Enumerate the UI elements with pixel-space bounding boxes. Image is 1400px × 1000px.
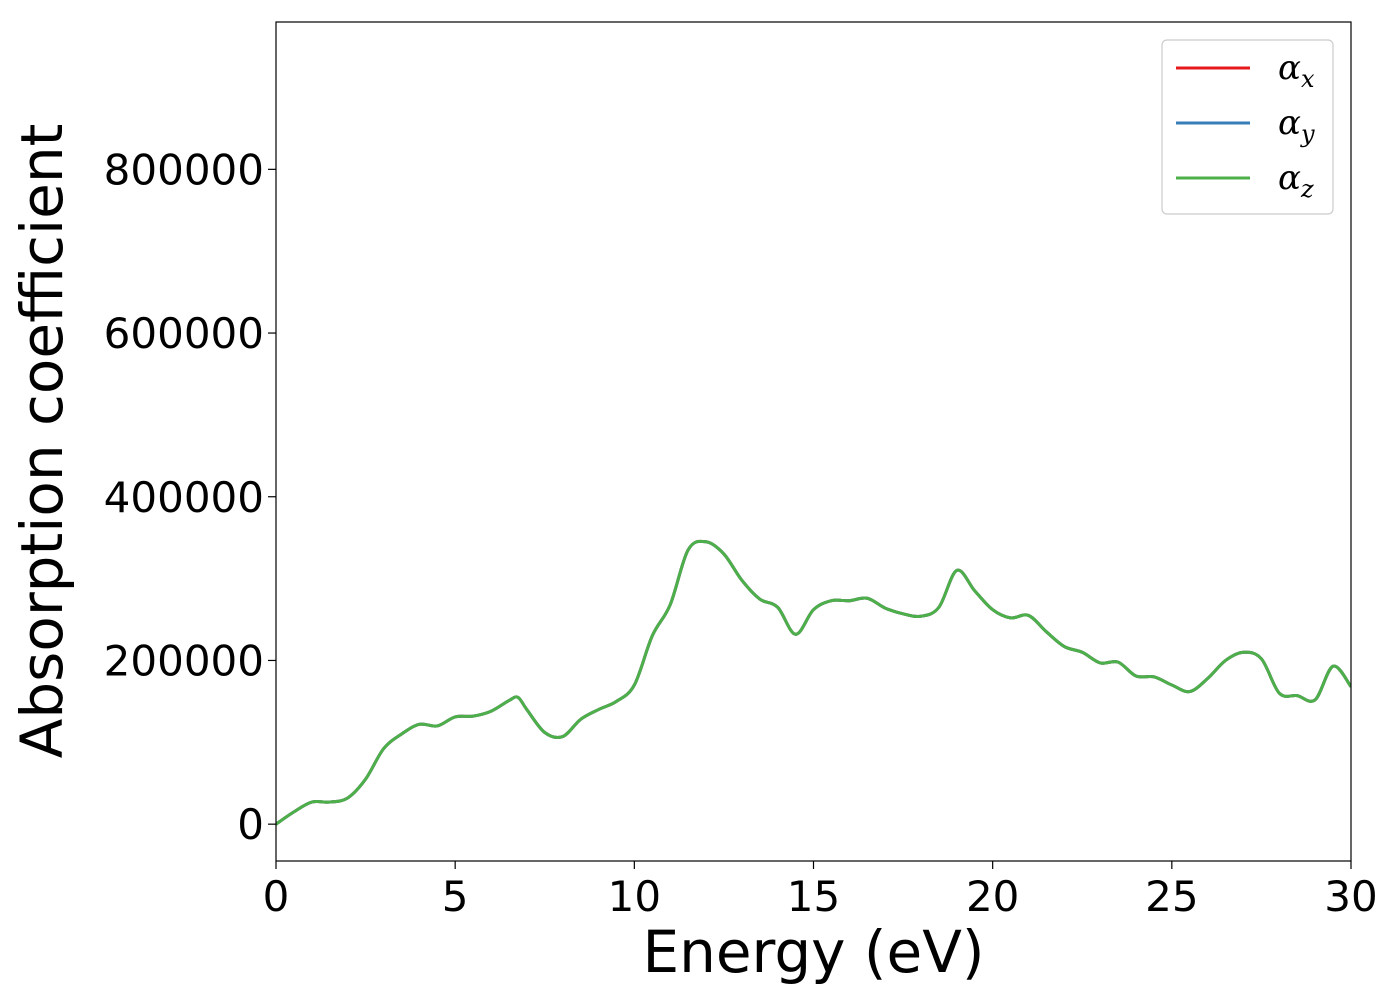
x-tick-label: 30 <box>1324 872 1377 921</box>
x-tick-label: 15 <box>787 872 840 921</box>
x-tick-label: 20 <box>966 872 1019 921</box>
x-tick-label: 10 <box>608 872 661 921</box>
x-tick-label: 0 <box>263 872 290 921</box>
y-tick-label: 0 <box>237 800 264 849</box>
x-axis-label: Energy (eV) <box>642 918 984 986</box>
y-tick-label: 800000 <box>104 145 264 194</box>
legend-label-alpha-x: αx <box>1278 48 1315 93</box>
y-tick-label: 600000 <box>104 309 264 358</box>
y-tick-label: 200000 <box>104 636 264 685</box>
plot-area <box>276 539 1351 826</box>
x-axis-ticks: 0 5 10 15 20 25 30 <box>263 861 1378 921</box>
legend: αx αy αz <box>1161 39 1334 215</box>
legend-box <box>1161 39 1334 215</box>
y-tick-label: 400000 <box>104 473 264 522</box>
legend-label-alpha-z: αz <box>1278 158 1314 203</box>
y-axis-label: Absorption coefficient <box>8 124 76 759</box>
x-tick-label: 5 <box>442 872 469 921</box>
y-axis-ticks: 0 200000 400000 600000 800000 <box>104 145 276 849</box>
x-tick-label: 25 <box>1145 872 1198 921</box>
legend-label-alpha-y: αy <box>1278 103 1315 148</box>
series-line-alpha-z <box>276 539 1351 826</box>
plot-frame <box>275 21 1352 862</box>
